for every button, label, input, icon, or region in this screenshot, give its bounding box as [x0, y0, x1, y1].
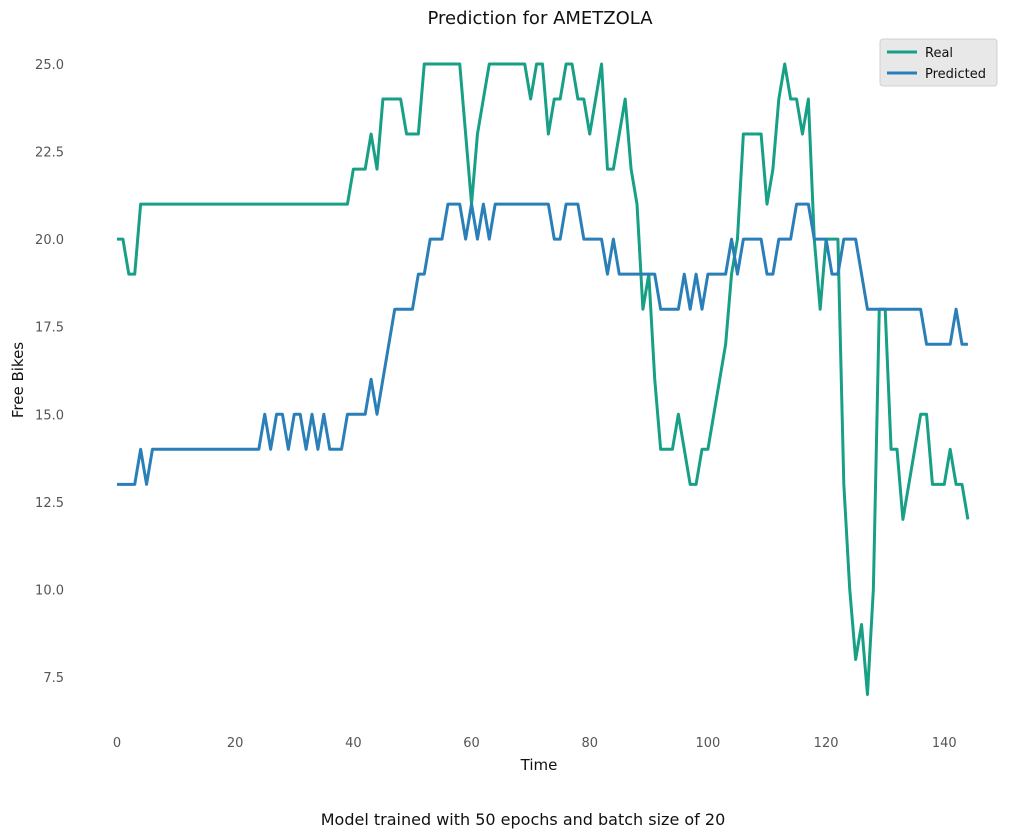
- y-axis-label: Free Bikes: [9, 342, 27, 418]
- x-tick-label: 40: [345, 736, 362, 751]
- x-tick-label: 120: [814, 736, 839, 751]
- y-tick-label: 12.5: [35, 496, 64, 511]
- y-tick-label: 7.5: [43, 671, 64, 686]
- y-tick-label: 17.5: [35, 321, 64, 336]
- x-tick-label: 0: [113, 736, 121, 751]
- y-tick-label: 10.0: [35, 583, 64, 598]
- y-tick-label: 25.0: [35, 58, 64, 73]
- x-axis-ticks: 0 20 40 60 80 100 120 140: [113, 736, 957, 751]
- y-tick-label: 20.0: [35, 233, 64, 248]
- x-tick-label: 20: [227, 736, 244, 751]
- chart-title: Prediction for AMETZOLA: [427, 8, 653, 29]
- y-tick-label: 15.0: [35, 408, 64, 423]
- y-axis-ticks: 7.5 10.0 12.5 15.0 17.5 20.0 22.5 25.0: [35, 58, 64, 686]
- x-tick-label: 60: [463, 736, 480, 751]
- y-tick-label: 22.5: [35, 146, 64, 161]
- series-line-predicted: [117, 202, 968, 486]
- x-tick-label: 100: [695, 736, 720, 751]
- x-axis-label: Time: [520, 756, 558, 774]
- series-line-real: [117, 62, 970, 697]
- x-tick-label: 80: [581, 736, 598, 751]
- series-lines: [117, 62, 970, 697]
- x-tick-label: 140: [932, 736, 957, 751]
- caption: Model trained with 50 epochs and batch s…: [321, 810, 726, 829]
- legend-label-predicted: Predicted: [925, 67, 986, 82]
- legend: Real Predicted: [879, 38, 998, 87]
- legend-label-real: Real: [925, 46, 953, 61]
